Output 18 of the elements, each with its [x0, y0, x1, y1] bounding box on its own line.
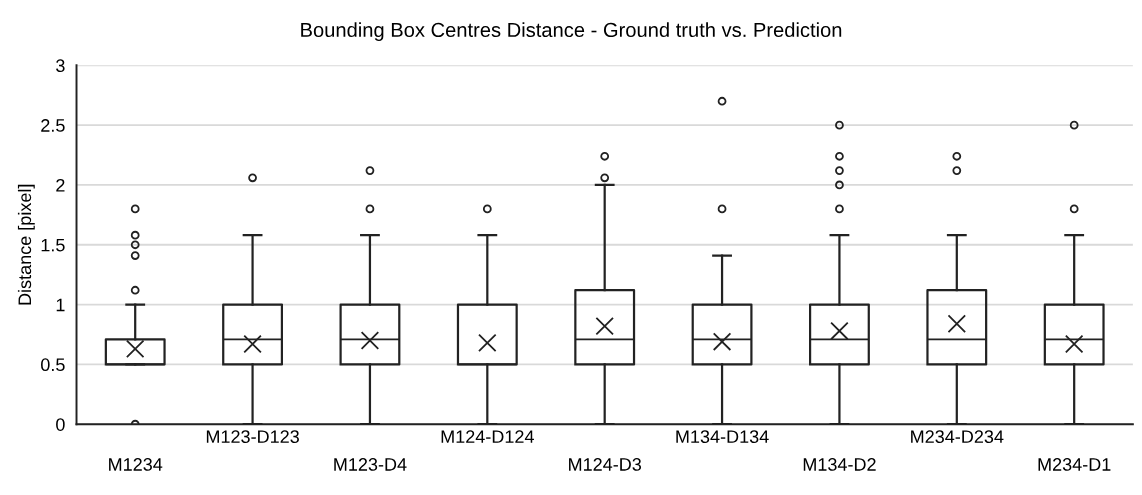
- x-tick-label: M1234: [109, 458, 163, 471]
- y-tick-label: 1.5: [41, 238, 65, 252]
- y-tick-label: 3: [56, 59, 65, 73]
- chart-title: Bounding Box Centres Distance - Ground truth vs. Prediction: [301, 22, 842, 42]
- x-tick-label: M134-D134: [676, 430, 769, 444]
- x-tick-label: M134-D2: [803, 458, 876, 471]
- x-tick-label: M123-D4: [334, 458, 407, 471]
- x-tick-label: M123-D123: [206, 430, 299, 444]
- y-tick-label: 0.5: [41, 358, 65, 372]
- x-tick-label: M124-D124: [441, 430, 534, 443]
- x-tick-label: M234-D234: [911, 430, 1004, 444]
- x-tick-label: M234-D1: [1038, 458, 1111, 471]
- y-tick-label: 2: [56, 178, 65, 192]
- y-tick-label: 0: [56, 418, 65, 431]
- y-tick-label: 1: [56, 298, 65, 312]
- x-tick-label: M124-D3: [569, 458, 642, 471]
- y-axis-title: Distance [pixel]: [17, 184, 35, 305]
- y-tick-label: 2.5: [41, 119, 65, 132]
